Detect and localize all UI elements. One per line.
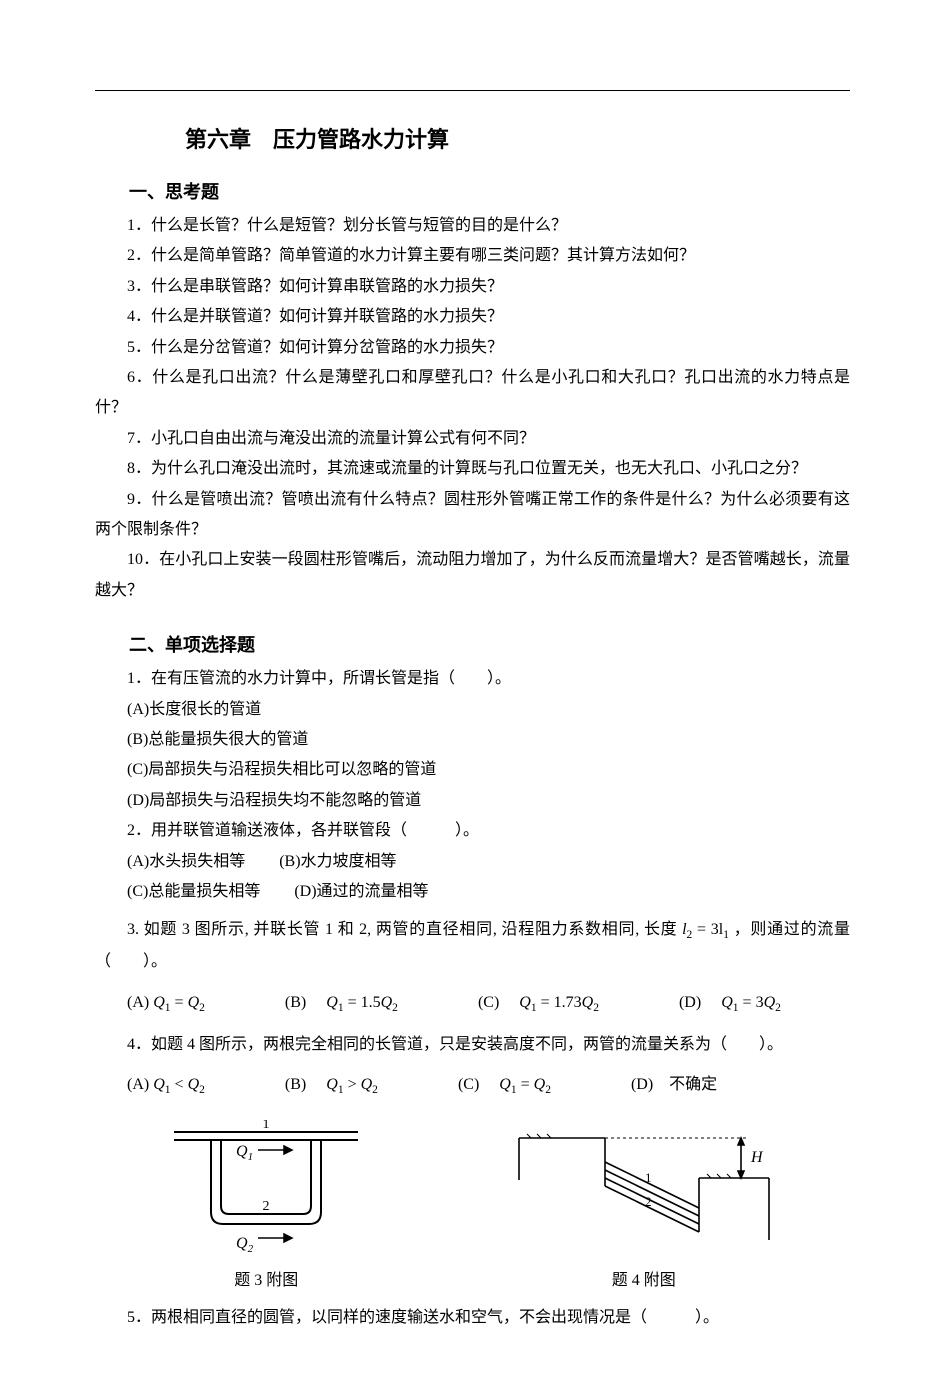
q3-opts: (A) Q1 = Q2 (B) Q1 = 1.5Q2 (C) Q1 = 1.73… (127, 988, 850, 1020)
figures-row: 1 Q1 Q2 2 题 3 附图 (95, 1120, 850, 1296)
q4-stem: 4．如题 4 图所示，两根完全相同的长管道，只是安装高度不同，两管的流量关系为（… (95, 1030, 850, 1060)
q4-optC: (C) Q1 = Q2 (458, 1070, 551, 1102)
q1-optB: (B)总能量损失很大的管道 (95, 725, 850, 755)
q2-optA: (A)水头损失相等 (127, 847, 245, 877)
q2-optC: (C)总能量损失相等 (127, 877, 260, 907)
q1-optD: (D)局部损失与沿程损失均不能忽略的管道 (95, 786, 850, 816)
fig3-label-2: 2 (263, 1199, 270, 1214)
q3-stem-prefix: 3. 如题 3 图所示, 并联长管 1 和 2, 两管的直径相同, 沿程阻力系数… (127, 921, 682, 938)
s1-item-7: 7．小孔口自由出流与淹没出流的流量计算公式有何不同？ (95, 424, 850, 454)
fig3-label-1: 1 (263, 1120, 270, 1132)
svg-text:Q1: Q1 (236, 1143, 253, 1163)
q1-stem: 1．在有压管流的水力计算中，所谓长管是指（ ）。 (95, 664, 850, 694)
figure-3: 1 Q1 Q2 2 题 3 附图 (166, 1120, 366, 1296)
s1-item-1: 1．什么是长管？什么是短管？划分长管与短管的目的是什么？ (95, 211, 850, 241)
q4-opts: (A) Q1 < Q2 (B) Q1 > Q2 (C) Q1 = Q2 (D) … (127, 1070, 850, 1102)
top-rule (95, 90, 850, 91)
figure-3-svg: 1 Q1 Q2 2 (166, 1120, 366, 1260)
s1-item-10: 10．在小孔口上安装一段圆柱形管嘴后，流动阻力增加了，为什么反而流量增大？是否管… (95, 545, 850, 606)
s1-item-3: 3．什么是串联管路？如何计算串联管路的水力损失？ (95, 272, 850, 302)
q2-optB: (B)水力坡度相等 (279, 847, 396, 877)
q5-stem: 5．两根相同直径的圆管，以同样的速度输送水和空气，不会出现情况是（ ）。 (95, 1303, 850, 1333)
q3-optA: (A) Q1 = Q2 (127, 988, 205, 1020)
fig4-label-2: 2 (645, 1194, 652, 1209)
s1-item-8: 8．为什么孔口淹没出流时，其流速或流量的计算既与孔口位置无关，也无大孔口、小孔口… (95, 454, 850, 484)
s1-item-6: 6．什么是孔口出流？什么是薄壁孔口和厚壁孔口？什么是小孔口和大孔口？孔口出流的水… (95, 363, 850, 424)
s1-item-2: 2．什么是简单管路？简单管道的水力计算主要有哪三类问题？其计算方法如何？ (95, 241, 850, 271)
section1-title: 一、思考题 (129, 175, 850, 209)
q4-optA: (A) Q1 < Q2 (127, 1070, 205, 1102)
figure-4-svg: H 1 2 (509, 1120, 779, 1260)
q3-optC: (C) Q1 = 1.73Q2 (478, 988, 599, 1020)
q2-row2: (C)总能量损失相等 (D)通过的流量相等 (127, 877, 850, 907)
q2-row1: (A)水头损失相等 (B)水力坡度相等 (127, 847, 850, 877)
s1-item-5: 5．什么是分岔管道？如何计算分岔管路的水力损失？ (95, 333, 850, 363)
q2-optD: (D)通过的流量相等 (294, 877, 428, 907)
q1-optA: (A)长度很长的管道 (95, 695, 850, 725)
svg-text:Q2: Q2 (236, 1235, 254, 1255)
q4-optD: (D) 不确定 (631, 1070, 717, 1102)
q3-optD: (D) Q1 = 3Q2 (679, 988, 781, 1020)
chapter-title: 第六章 压力管路水力计算 (185, 119, 850, 161)
q1-optC: (C)局部损失与沿程损失相比可以忽略的管道 (95, 755, 850, 785)
q2-stem: 2．用并联管道输送液体，各并联管段（ ）。 (95, 816, 850, 846)
fig4-caption: 题 4 附图 (509, 1266, 779, 1296)
s1-item-9: 9．什么是管喷出流？管喷出流有什么特点？圆柱形外管嘴正常工作的条件是什么？为什么… (95, 485, 850, 546)
fig4-label-H: H (750, 1149, 764, 1166)
q3-cond: l2 = 3l1 (682, 921, 734, 938)
fig4-label-1: 1 (645, 1170, 652, 1185)
section2-title: 二、单项选择题 (129, 628, 850, 662)
q3-stem: 3. 如题 3 图所示, 并联长管 1 和 2, 两管的直径相同, 沿程阻力系数… (95, 915, 850, 977)
q3-optB: (B) Q1 = 1.5Q2 (285, 988, 398, 1020)
fig3-caption: 题 3 附图 (166, 1266, 366, 1296)
figure-4: H 1 2 题 4 附图 (509, 1120, 779, 1296)
s1-item-4: 4．什么是并联管道？如何计算并联管路的水力损失？ (95, 302, 850, 332)
q4-optB: (B) Q1 > Q2 (285, 1070, 378, 1102)
